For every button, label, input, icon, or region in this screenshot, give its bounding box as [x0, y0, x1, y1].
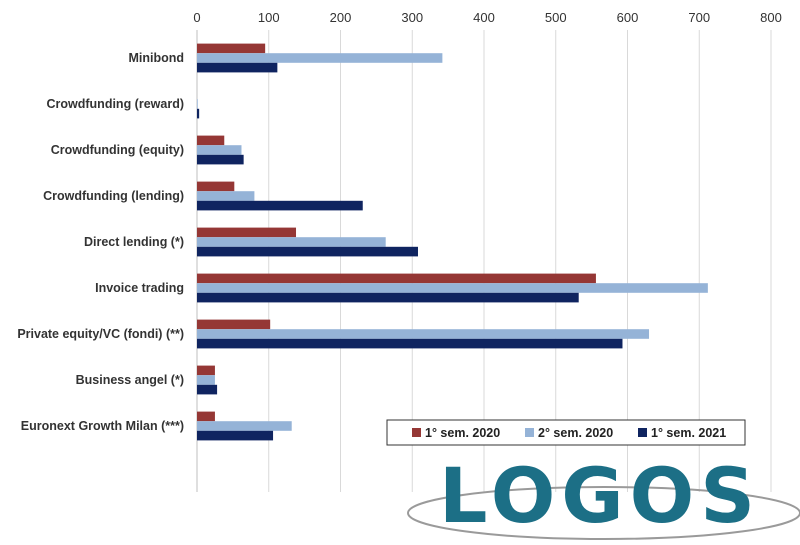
- bar: [197, 108, 200, 119]
- bar: [197, 421, 292, 431]
- bar: [197, 237, 386, 247]
- legend-label: 1° sem. 2020: [425, 426, 500, 440]
- bar: [197, 319, 271, 330]
- bar: [197, 283, 708, 293]
- bar: [197, 411, 215, 422]
- watermark-text: LOGOS: [439, 451, 761, 540]
- category-label: Crowdfunding (lending): [43, 189, 184, 203]
- category-label: Crowdfunding (equity): [51, 143, 184, 157]
- category-label: Crowdfunding (reward): [47, 97, 185, 111]
- bar: [197, 62, 278, 73]
- bar: [197, 191, 255, 201]
- x-tick-label: 700: [688, 10, 710, 25]
- bar: [197, 329, 650, 339]
- bar: [197, 43, 266, 54]
- legend-swatch: [525, 428, 534, 437]
- bar: [197, 53, 443, 63]
- legend-swatch: [412, 428, 421, 437]
- logos-watermark: LOGOS: [407, 451, 800, 540]
- bar: [197, 375, 215, 385]
- bar: [197, 181, 235, 192]
- legend-label: 2° sem. 2020: [538, 426, 613, 440]
- gridlines: [196, 30, 772, 492]
- x-tick-label: 200: [330, 10, 352, 25]
- legend-label: 1° sem. 2021: [651, 426, 726, 440]
- legend: 1° sem. 2020 2° sem. 2020 1° sem. 2021: [386, 419, 746, 446]
- bar: [197, 154, 244, 165]
- category-labels: Minibond Crowdfunding (reward) Crowdfundin…: [17, 51, 184, 433]
- bar: [197, 338, 623, 349]
- bars: [197, 43, 708, 441]
- x-tick-label: 800: [760, 10, 782, 25]
- category-label: Private equity/VC (fondi) (**): [17, 327, 184, 341]
- category-label: Minibond: [128, 51, 184, 65]
- legend-swatch: [638, 428, 647, 437]
- category-label: Invoice trading: [95, 281, 184, 295]
- x-tick-label: 300: [401, 10, 423, 25]
- bar: [197, 273, 596, 284]
- category-label: Euronext Growth Milan (***): [21, 419, 184, 433]
- x-tick-label: 400: [473, 10, 495, 25]
- bar: [197, 99, 198, 109]
- bar: [197, 227, 297, 238]
- bar: [197, 384, 218, 395]
- bar: [197, 430, 274, 441]
- bar: [197, 365, 215, 376]
- x-axis-tick-labels: 0 100 200 300 400 500 600 700 800: [193, 10, 781, 25]
- watermark-ellipse: [407, 486, 800, 540]
- x-tick-label: 600: [617, 10, 639, 25]
- bar: [197, 145, 242, 155]
- x-tick-label: 0: [193, 10, 200, 25]
- category-label: Business angel (*): [76, 373, 184, 387]
- legend-box: [386, 419, 746, 446]
- bar: [197, 200, 363, 211]
- bar: [197, 246, 418, 257]
- x-tick-label: 100: [258, 10, 280, 25]
- bar: [197, 292, 579, 303]
- category-label: Direct lending (*): [84, 235, 184, 249]
- bar: [197, 135, 225, 146]
- x-tick-label: 500: [545, 10, 567, 25]
